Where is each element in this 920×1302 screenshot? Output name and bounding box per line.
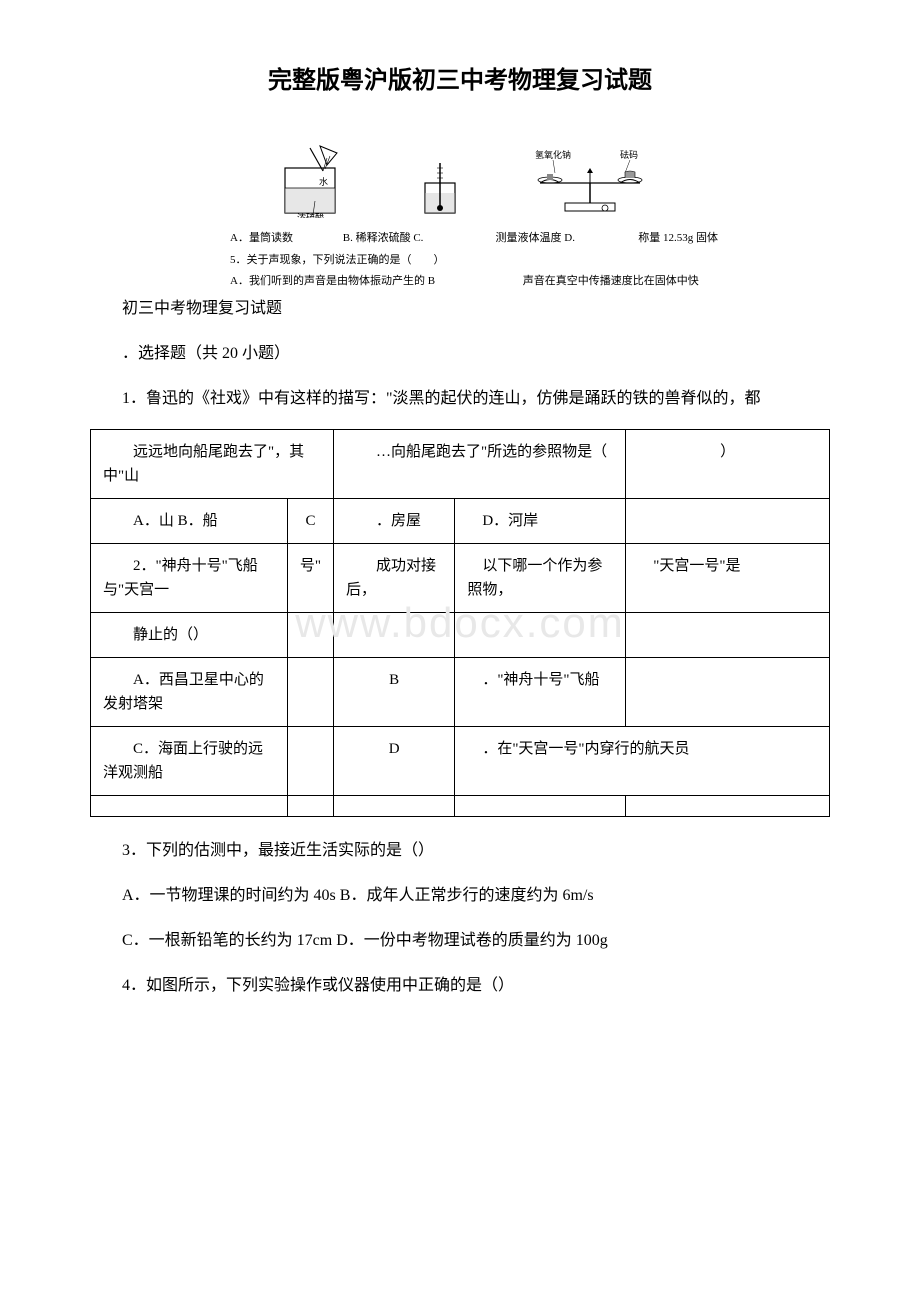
question-3: 3．下列的估测中，最接近生活实际的是（）: [90, 837, 830, 866]
figure-balance: 氢氧化钠 砝码: [525, 148, 655, 220]
balance-right-label: 砝码: [620, 149, 638, 160]
beaker-water-label: 水: [319, 176, 328, 187]
table-row: 静止的（）: [91, 613, 830, 658]
figure-thermometer: [415, 158, 465, 220]
table-row: A．山 B．船 C ．房屋 D．河岸: [91, 499, 830, 544]
page-title: 完整版粤沪版初三中考物理复习试题: [90, 60, 830, 103]
caption-row-1: A．量筒读数 B. 稀释浓硫酸 C. 测量液体温度 D. 称量 12.53g 固…: [230, 230, 770, 248]
table-row: 远远地向船尾跑去了"，其中"山 …向船尾跑去了"所选的参照物是（ ）: [91, 430, 830, 499]
table-row: C．海面上行驶的远洋观测船 D ．在"天宫一号"内穿行的航天员: [91, 727, 830, 796]
table-row: A．西昌卫星中心的发射塔架 B ．"神舟十号"飞船: [91, 658, 830, 727]
table-row: 2．"神舟十号"飞船与"天宫一 号" 成功对接后， 以下哪一个作为参照物， "天…: [91, 544, 830, 613]
figure-beaker: 水 浓硫酸: [265, 143, 355, 220]
question-3a: A．一节物理课的时间约为 40s B．成年人正常步行的速度约为 6m/s: [90, 882, 830, 911]
question-3c: C．一根新铅笔的长约为 17cm D．一份中考物理试卷的质量约为 100g: [90, 927, 830, 956]
caption-row-2: 5．关于声现象，下列说法正确的是（ ）: [230, 252, 770, 270]
question-1: 1．鲁迅的《社戏》中有这样的描写："淡黑的起伏的连山，仿佛是踊跃的铁的兽脊似的，…: [90, 385, 830, 414]
figure-row: 水 浓硫酸 氢氧化钠 砝码: [90, 143, 830, 220]
question-4: 4．如图所示，下列实验操作或仪器使用中正确的是（）: [90, 972, 830, 1001]
section-heading: ．选择题（共 20 小题）: [90, 340, 830, 369]
beaker-acid-label: 浓硫酸: [297, 212, 324, 218]
subtitle: 初三中考物理复习试题: [90, 295, 830, 324]
question-table: 远远地向船尾跑去了"，其中"山 …向船尾跑去了"所选的参照物是（ ） A．山 B…: [90, 429, 830, 817]
caption-row-3: A．我们听到的声音是由物体振动产生的 B 声音在真空中传播速度比在固体中快: [230, 273, 770, 291]
table-row: [91, 796, 830, 817]
balance-left-label: 氢氧化钠: [535, 149, 571, 160]
